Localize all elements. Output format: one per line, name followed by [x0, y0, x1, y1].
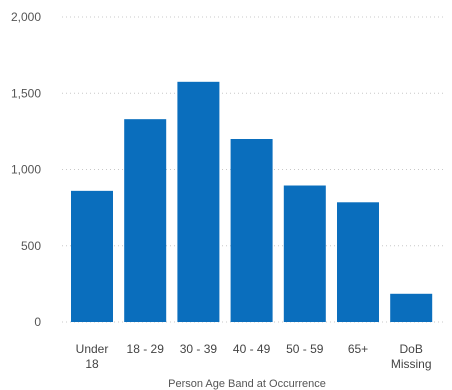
y-tick-label: 1,500 [11, 86, 41, 100]
bar[interactable] [337, 202, 379, 322]
x-tick-label-line: 40 - 49 [233, 342, 271, 356]
bar[interactable] [124, 119, 167, 322]
bar[interactable] [230, 139, 273, 322]
y-axis-ticks: 0 500 1,000 1,500 2,000 [11, 10, 41, 329]
y-tick-label: 2,000 [11, 10, 41, 24]
bar[interactable] [390, 293, 433, 322]
x-axis-ticks: Under 18 18 - 29 30 - 39 40 - 49 50 - 59 65+ Do… [76, 342, 432, 371]
y-tick-label: 500 [21, 239, 41, 253]
bar[interactable] [177, 81, 220, 322]
y-tick-label: 0 [34, 315, 41, 329]
x-tick-label-line: Missing [391, 357, 432, 371]
x-axis-title: Person Age Band at Occurrence [168, 378, 326, 390]
x-tick-label: DoB Missing [391, 342, 432, 371]
x-tick-label: Under 18 [76, 342, 109, 371]
x-tick-label-line: 65+ [348, 342, 368, 356]
x-tick-label-line: 18 - 29 [127, 342, 165, 356]
x-tick-label: 18 - 29 [127, 342, 165, 356]
x-tick-label-line: DoB [400, 342, 423, 356]
bar[interactable] [71, 190, 113, 322]
x-tick-label: 30 - 39 [180, 342, 218, 356]
x-tick-label: 50 - 59 [286, 342, 324, 356]
bars [71, 81, 433, 322]
x-tick-label: 65+ [348, 342, 368, 356]
bar[interactable] [283, 185, 326, 322]
y-tick-label: 1,000 [11, 163, 41, 177]
x-tick-label-line: Under [76, 342, 109, 356]
x-tick-label-line: 50 - 59 [286, 342, 324, 356]
x-tick-label: 40 - 49 [233, 342, 271, 356]
x-tick-label-line: 30 - 39 [180, 342, 218, 356]
x-tick-label-line: 18 [85, 357, 99, 371]
